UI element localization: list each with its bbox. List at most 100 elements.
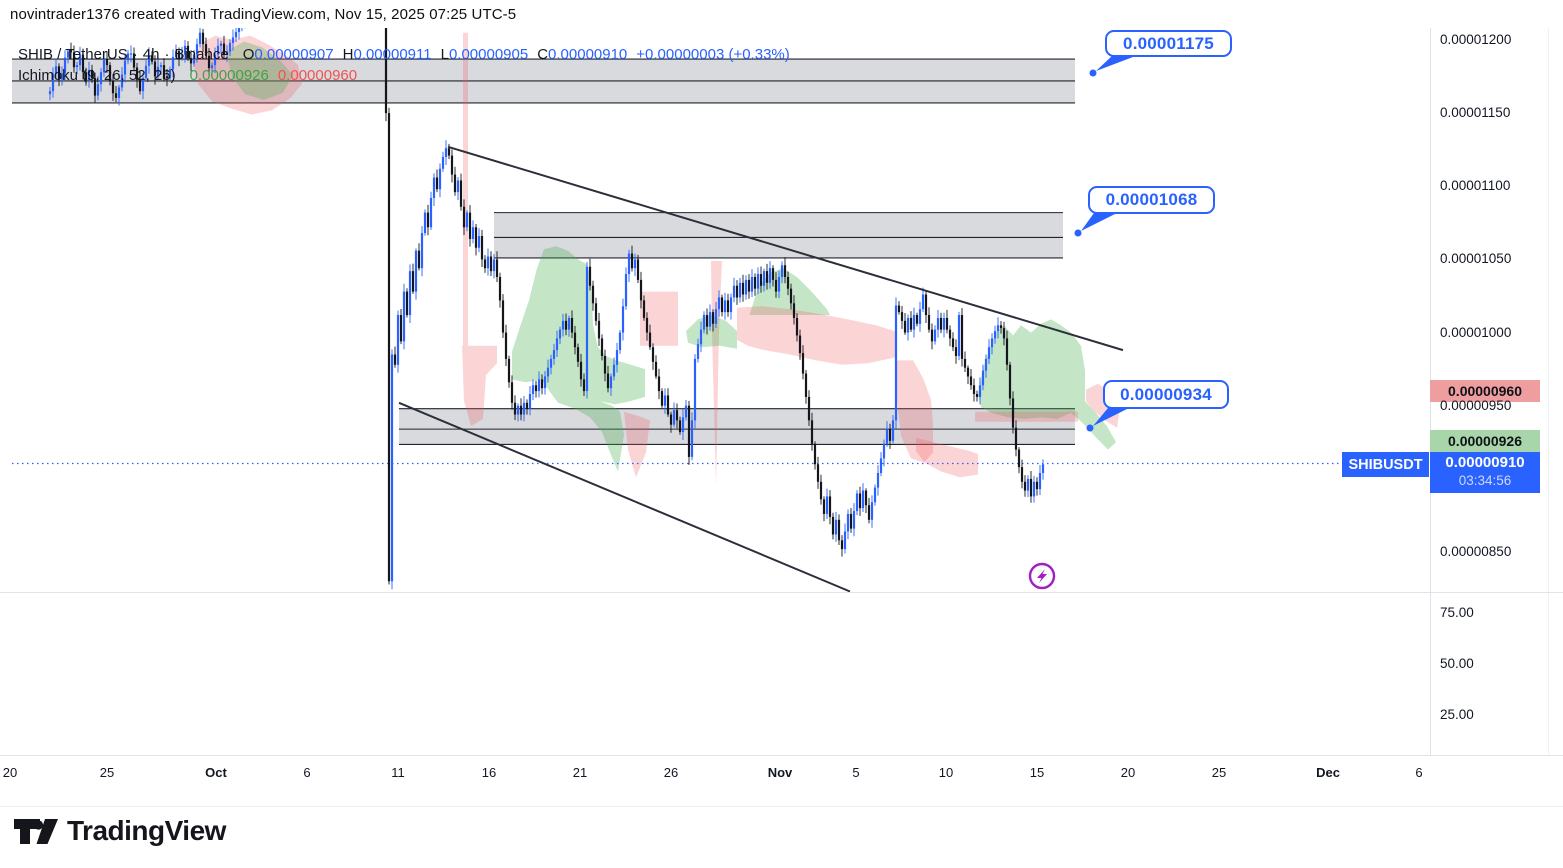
candle-body bbox=[723, 300, 727, 313]
candle-body bbox=[432, 177, 436, 198]
candle-body bbox=[63, 57, 67, 74]
candle-body bbox=[594, 303, 598, 321]
time-axis-label[interactable]: 10 bbox=[938, 765, 954, 780]
legend-symbol-row[interactable]: SHIB / TetherUS · 4h · Binance O0.000009… bbox=[18, 44, 790, 65]
candle-body bbox=[957, 315, 961, 356]
time-axis-label[interactable]: 21 bbox=[572, 765, 588, 780]
indicator-pane-label: 25.00 bbox=[1440, 707, 1474, 722]
candle-body bbox=[81, 54, 85, 73]
price-callout-1175[interactable]: 0.00001175 bbox=[1105, 30, 1232, 57]
candle-body bbox=[561, 320, 565, 330]
candle-body bbox=[471, 227, 475, 239]
candle-body bbox=[567, 317, 571, 330]
lightning-marker-icon[interactable] bbox=[1028, 562, 1056, 590]
candle-body bbox=[993, 331, 997, 339]
candle-body bbox=[612, 364, 616, 377]
candle-body bbox=[111, 80, 115, 94]
pane-separator[interactable] bbox=[0, 592, 1563, 593]
time-axis-label[interactable]: Oct bbox=[205, 765, 227, 780]
price-callout-934[interactable]: 0.00000934 bbox=[1103, 380, 1229, 409]
candle-body bbox=[639, 279, 643, 301]
candle-body bbox=[627, 253, 631, 275]
ichimoku-cloud-red bbox=[463, 32, 468, 346]
candle-body bbox=[525, 402, 529, 409]
candle-body bbox=[936, 317, 940, 330]
candle-body bbox=[558, 329, 562, 339]
candle-body bbox=[51, 73, 55, 92]
time-axis-label[interactable]: 15 bbox=[1029, 765, 1045, 780]
candle-body bbox=[1002, 328, 1006, 339]
symbol-title[interactable]: SHIB / TetherUS bbox=[18, 46, 128, 63]
candle-body bbox=[1029, 478, 1033, 497]
time-axis-label[interactable]: 6 bbox=[1415, 765, 1423, 780]
candle-body bbox=[114, 93, 118, 98]
candle-body bbox=[195, 44, 199, 55]
supply-demand-zone[interactable] bbox=[399, 408, 1075, 445]
candle-body bbox=[117, 87, 121, 98]
time-axis-label[interactable]: 25 bbox=[1211, 765, 1227, 780]
candle-body bbox=[501, 300, 505, 333]
time-axis-label[interactable]: Dec bbox=[1316, 765, 1340, 780]
ichimoku-senkou-a-price-badge: 0.00000926 bbox=[1430, 429, 1540, 452]
candle-body bbox=[690, 420, 694, 457]
candle-body bbox=[879, 458, 883, 474]
time-axis-separator[interactable] bbox=[0, 755, 1563, 756]
candle-body bbox=[927, 315, 931, 330]
time-axis-label[interactable]: 6 bbox=[303, 765, 311, 780]
time-axis-label[interactable]: 20 bbox=[1120, 765, 1136, 780]
candle-body bbox=[900, 312, 904, 321]
candle-body bbox=[447, 148, 451, 156]
candle-body bbox=[606, 373, 610, 389]
ichimoku-cloud-green bbox=[541, 379, 624, 472]
tradingview-logo[interactable]: TradingView bbox=[14, 815, 226, 847]
candle-body bbox=[1008, 364, 1012, 399]
candle-body bbox=[645, 317, 649, 333]
candle-body bbox=[651, 347, 655, 362]
candle-body bbox=[666, 395, 670, 415]
candle-body bbox=[948, 329, 952, 339]
candle-body bbox=[102, 59, 106, 73]
candle-body bbox=[618, 332, 622, 351]
trendline[interactable] bbox=[447, 145, 1124, 352]
time-axis-label[interactable]: 20 bbox=[2, 765, 18, 780]
candle-body bbox=[405, 291, 409, 316]
candle-body bbox=[732, 285, 736, 298]
price-callout-1068[interactable]: 0.00001068 bbox=[1088, 186, 1215, 214]
legend-separator: · bbox=[132, 46, 138, 63]
candle-body bbox=[837, 519, 841, 541]
time-axis-label[interactable]: 25 bbox=[99, 765, 115, 780]
trendline[interactable] bbox=[398, 401, 851, 593]
time-axis-label[interactable]: 26 bbox=[663, 765, 679, 780]
candle-body bbox=[54, 66, 58, 74]
time-axis-label[interactable]: Nov bbox=[767, 765, 793, 780]
candle-body bbox=[603, 355, 607, 374]
candle-body bbox=[888, 429, 892, 441]
high-value: 0.00000911 bbox=[353, 46, 432, 63]
legend-indicator-row[interactable]: Ichimoku (9, 26, 52, 26) 0.00000926 0.00… bbox=[18, 65, 790, 86]
candle-body bbox=[225, 51, 229, 55]
candle-body bbox=[135, 67, 139, 80]
legend-separator: · bbox=[164, 46, 170, 63]
time-axis-label[interactable]: 16 bbox=[481, 765, 497, 780]
candle-body bbox=[984, 358, 988, 371]
candle-body bbox=[528, 394, 532, 409]
bar-countdown: 03:34:56 bbox=[1458, 473, 1512, 489]
candle-body bbox=[177, 51, 181, 59]
candle-body bbox=[546, 367, 550, 377]
low-value: 0.00000905 bbox=[448, 46, 529, 63]
ichimoku-cloud-red bbox=[897, 360, 933, 463]
candle-body bbox=[1023, 481, 1027, 491]
candle-body bbox=[621, 306, 625, 333]
candle-body bbox=[513, 402, 517, 415]
candle-body bbox=[147, 55, 151, 66]
candle-body bbox=[522, 402, 526, 415]
time-axis-label[interactable]: 5 bbox=[852, 765, 860, 780]
indicator-pane-label: 75.00 bbox=[1440, 605, 1474, 620]
supply-demand-zone[interactable] bbox=[494, 212, 1063, 258]
interval-label[interactable]: 4h bbox=[142, 46, 160, 63]
candle-body bbox=[933, 329, 937, 342]
low-letter: L bbox=[440, 46, 449, 63]
time-axis-label[interactable]: 11 bbox=[391, 765, 405, 780]
indicator-title[interactable]: Ichimoku (9, 26, 52, 26) bbox=[18, 67, 176, 84]
